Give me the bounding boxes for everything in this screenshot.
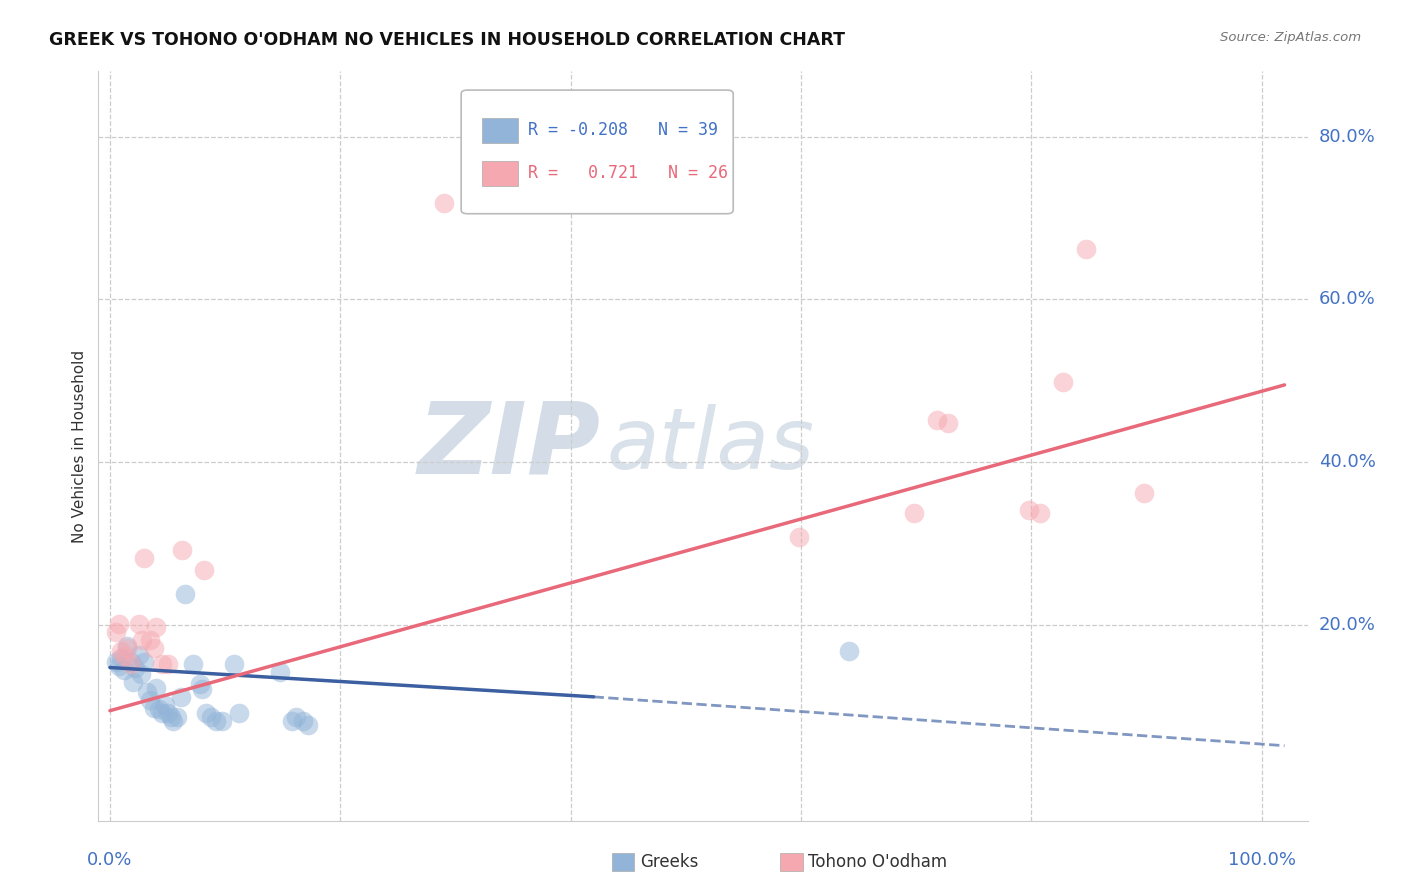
Point — [150, 706, 173, 720]
Point — [160, 710, 183, 724]
Text: 100.0%: 100.0% — [1227, 851, 1295, 869]
Text: R =   0.721   N = 26: R = 0.721 N = 26 — [527, 163, 728, 181]
Point — [134, 655, 156, 669]
Point — [194, 706, 217, 720]
Point — [433, 196, 456, 211]
Point — [139, 693, 162, 707]
Point — [211, 714, 233, 729]
Point — [200, 710, 222, 724]
Point — [1029, 506, 1052, 520]
Point — [142, 640, 165, 655]
Point — [838, 644, 860, 658]
Point — [120, 655, 142, 669]
Point — [129, 667, 152, 681]
Point — [191, 681, 214, 696]
Point — [188, 677, 211, 691]
Y-axis label: No Vehicles in Household: No Vehicles in Household — [72, 350, 87, 542]
Point — [110, 644, 132, 658]
Point — [139, 632, 162, 647]
Text: R = -0.208   N = 39: R = -0.208 N = 39 — [527, 120, 717, 139]
Point — [936, 416, 959, 430]
Point — [112, 649, 135, 664]
Text: 60.0%: 60.0% — [1319, 291, 1375, 309]
Point — [292, 714, 315, 729]
Point — [150, 657, 173, 672]
Point — [1052, 376, 1074, 390]
Point — [145, 681, 167, 695]
Text: atlas: atlas — [606, 404, 814, 488]
Point — [124, 660, 146, 674]
Point — [112, 663, 135, 677]
Point — [172, 543, 194, 558]
Text: ZIP: ZIP — [418, 398, 600, 494]
Point — [170, 690, 193, 704]
Point — [142, 701, 165, 715]
Point — [110, 650, 132, 665]
Point — [156, 706, 179, 720]
Point — [145, 620, 167, 634]
Point — [128, 648, 150, 663]
Point — [134, 551, 156, 566]
Point — [162, 714, 184, 729]
Text: 0.0%: 0.0% — [87, 851, 132, 869]
Point — [193, 563, 215, 577]
Point — [1076, 242, 1098, 256]
Point — [1133, 486, 1156, 500]
Point — [128, 616, 150, 631]
Text: Greeks: Greeks — [640, 853, 699, 871]
Text: 20.0%: 20.0% — [1319, 616, 1375, 634]
Point — [297, 717, 319, 731]
Point — [173, 587, 195, 601]
Text: GREEK VS TOHONO O'ODHAM NO VEHICLES IN HOUSEHOLD CORRELATION CHART: GREEK VS TOHONO O'ODHAM NO VEHICLES IN H… — [49, 31, 845, 49]
Point — [205, 714, 228, 729]
FancyBboxPatch shape — [461, 90, 734, 214]
Point — [228, 706, 250, 720]
Point — [925, 413, 948, 427]
Point — [155, 698, 177, 712]
Text: Source: ZipAtlas.com: Source: ZipAtlas.com — [1220, 31, 1361, 45]
Point — [281, 714, 304, 729]
Point — [224, 657, 246, 672]
Point — [1018, 502, 1040, 516]
Text: Tohono O'odham: Tohono O'odham — [808, 853, 948, 871]
Point — [115, 639, 138, 653]
Point — [285, 710, 308, 724]
Point — [120, 657, 142, 672]
Point — [115, 640, 138, 655]
FancyBboxPatch shape — [482, 161, 517, 186]
FancyBboxPatch shape — [482, 118, 517, 144]
Point — [122, 675, 145, 690]
Text: 80.0%: 80.0% — [1319, 128, 1375, 145]
Point — [104, 624, 127, 639]
Point — [903, 506, 925, 520]
Point — [108, 616, 131, 631]
Text: 40.0%: 40.0% — [1319, 453, 1375, 471]
Point — [104, 655, 127, 669]
Point — [166, 710, 188, 724]
Point — [181, 657, 204, 672]
Point — [135, 685, 157, 699]
Point — [156, 657, 179, 672]
Point — [131, 632, 153, 647]
Point — [269, 665, 291, 680]
Point — [148, 702, 170, 716]
Point — [108, 659, 131, 673]
Point — [787, 530, 810, 544]
